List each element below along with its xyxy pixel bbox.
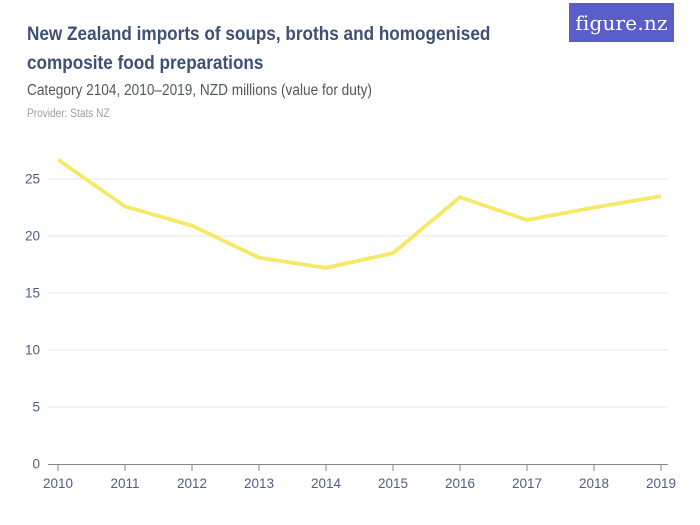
chart-subtitle: Category 2104, 2010–2019, NZD millions (… (27, 82, 372, 99)
x-axis-tick-label: 2018 (579, 476, 609, 491)
x-axis-tick-label: 2019 (646, 476, 676, 491)
x-axis-tick-label: 2011 (110, 476, 139, 491)
chart-header: New Zealand imports of soups, broths and… (27, 20, 667, 121)
y-axis-labels: 0 5 10 15 20 25 (25, 172, 40, 472)
gridlines (48, 178, 668, 408)
y-axis-tick-label: 5 (32, 400, 40, 415)
y-axis-tick-label: 15 (25, 286, 40, 301)
data-line (56, 158, 662, 270)
x-axis-tick-label: 2016 (445, 476, 475, 491)
x-axis-tick-label: 2015 (378, 476, 408, 491)
x-axis-tick-label: 2014 (311, 476, 342, 491)
figure-nz-logo-text: figure.nz (575, 10, 668, 35)
x-axis-tick-label: 2013 (244, 476, 274, 491)
figure-nz-logo: figure.nz (569, 3, 674, 42)
page-title: New Zealand imports of soups, broths and… (27, 23, 491, 74)
y-axis-tick-label: 20 (25, 229, 40, 244)
data-provider-label: Provider: Stats NZ (27, 108, 110, 120)
x-axis-tick-label: 2010 (43, 476, 73, 491)
x-axis-ticks (57, 465, 662, 471)
x-axis-labels: 2010 2011 2012 2013 2014 2015 2016 2017 2018 2019 (43, 476, 676, 491)
x-axis-tick-label: 2017 (512, 476, 542, 491)
y-axis-tick-label: 0 (32, 457, 40, 472)
y-axis-tick-label: 25 (25, 172, 40, 187)
x-axis-tick-label: 2012 (177, 476, 207, 491)
y-axis-tick-label: 10 (25, 343, 40, 358)
